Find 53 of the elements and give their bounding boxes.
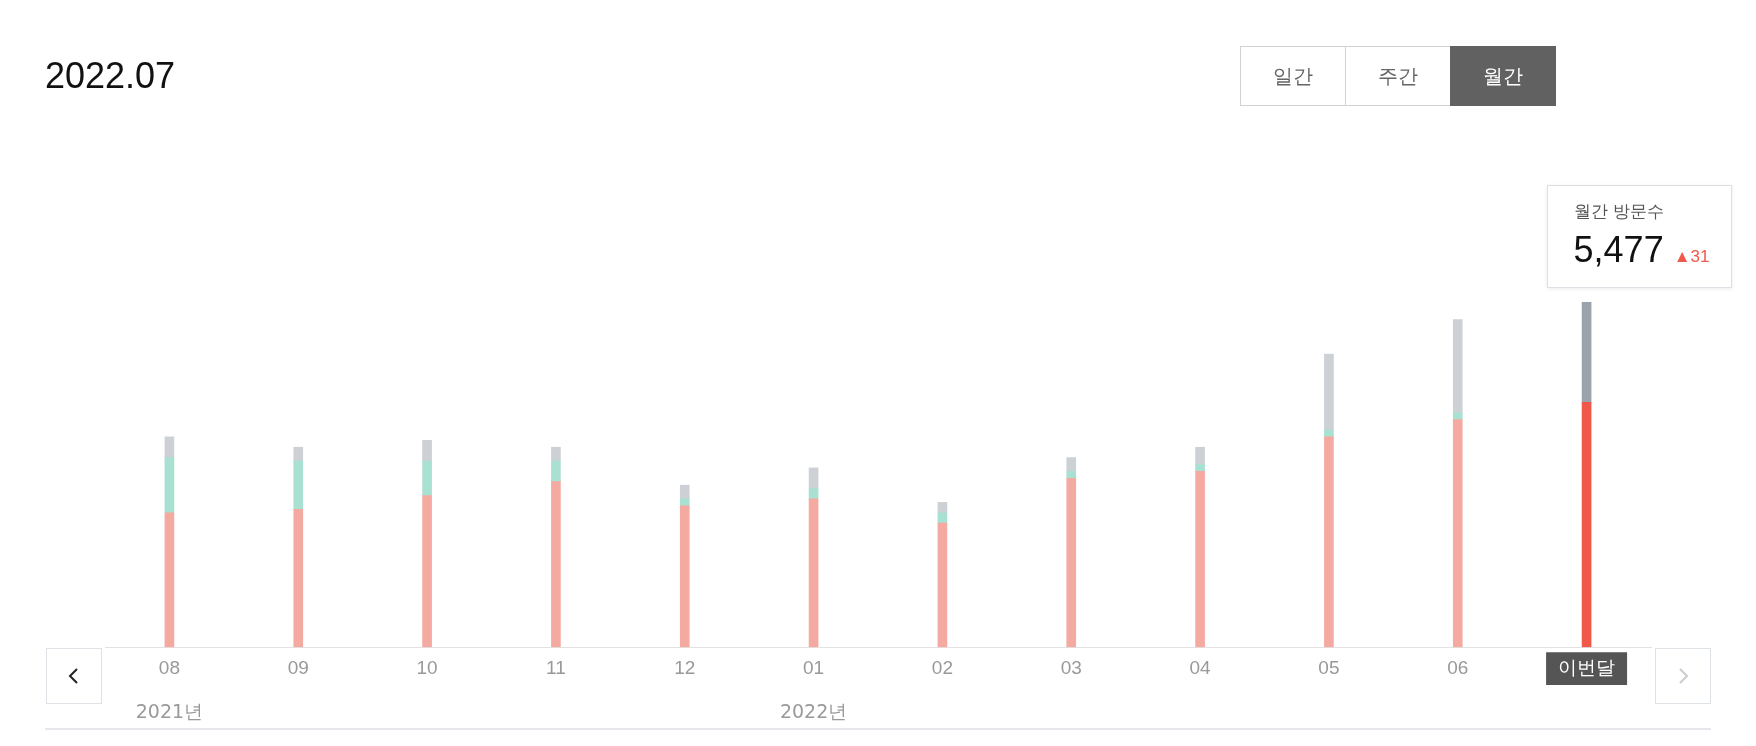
text: 월간: [1450, 46, 1556, 106]
text: 2022년: [779, 699, 848, 722]
bar: [808, 498, 819, 648]
text: 월간 방문수: [1573, 200, 1665, 224]
bar: [164, 457, 175, 514]
bar: [1324, 429, 1334, 438]
text: 2021년: [135, 699, 204, 722]
bar: [1452, 419, 1463, 648]
text: 5,477: [1573, 229, 1664, 271]
bar: [937, 522, 948, 648]
bar: [1324, 353, 1334, 431]
bar: [293, 446, 304, 462]
x-tick-label: 09: [287, 656, 309, 678]
chart-title: 2022.07: [45, 55, 176, 97]
bar: [1195, 471, 1205, 648]
bar: [1195, 446, 1205, 465]
bar: [1581, 302, 1592, 403]
x-tick-label: 04: [1189, 656, 1212, 678]
bar: [1066, 477, 1077, 648]
bar: [1066, 471, 1077, 479]
bar: [679, 484, 690, 500]
bar: [293, 508, 304, 648]
x-tick-label: 10: [416, 656, 438, 678]
x-tick-label: 08: [158, 656, 180, 678]
bar: [551, 446, 561, 462]
bar: [808, 488, 819, 500]
bar: [1452, 412, 1463, 420]
bar: [164, 512, 175, 648]
x-tick-label: 02: [931, 656, 953, 678]
bar: [1324, 436, 1334, 648]
text: 일간: [1240, 46, 1346, 106]
text: ▲31: [1673, 247, 1710, 267]
x-tick-label: 이번달: [1558, 656, 1616, 678]
x-tick-label: 11: [546, 656, 566, 678]
bar: [1195, 464, 1205, 472]
bar: [551, 460, 561, 483]
x-tick-label: 12: [674, 656, 696, 678]
bar: [1581, 402, 1592, 648]
bar: [679, 498, 690, 507]
bar: [1452, 319, 1463, 414]
x-tick-label: 03: [1060, 656, 1082, 678]
x-tick-label: 06: [1447, 656, 1469, 678]
text: 주간: [1345, 46, 1451, 106]
bar: [937, 512, 948, 524]
bar: [679, 505, 690, 648]
x-tick-label: 01: [803, 656, 825, 678]
bar: [422, 495, 432, 648]
bar: [1066, 457, 1077, 472]
bar: [293, 460, 304, 510]
x-tick-label: 05: [1318, 656, 1340, 678]
bar: [551, 481, 561, 648]
bar: [422, 439, 432, 462]
bar: [422, 460, 432, 496]
